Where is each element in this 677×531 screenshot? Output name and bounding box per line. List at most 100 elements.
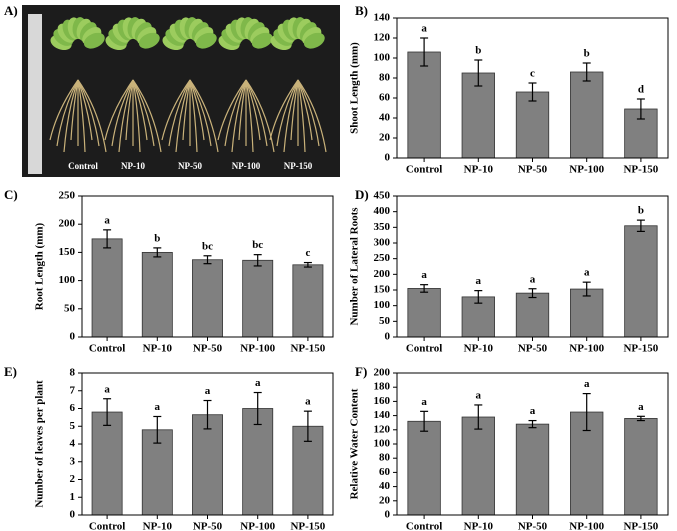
root [276, 79, 299, 147]
bar [407, 51, 441, 159]
significance-letter: a [476, 389, 482, 401]
root [283, 79, 299, 153]
x-tick-label: Control [89, 343, 125, 355]
bar [407, 420, 441, 516]
root [238, 79, 247, 141]
root [70, 79, 79, 141]
significance-letter: a [421, 23, 427, 35]
y-tick-label: 40 [379, 480, 391, 492]
root [56, 79, 79, 147]
y-tick-label: 50 [64, 302, 76, 314]
root [182, 79, 191, 141]
y-tick-label: 8 [70, 367, 76, 379]
x-tick-label: NP-150 [290, 521, 325, 531]
root [49, 79, 79, 141]
significance-letter: a [104, 214, 110, 226]
root [245, 79, 268, 147]
root [297, 79, 320, 147]
root [189, 79, 219, 153]
significance-letter: a [638, 401, 644, 413]
significance-letter: a [155, 401, 161, 413]
x-tick-label: Control [406, 164, 442, 176]
root [77, 79, 107, 153]
y-axis-title: Number of leaves per plant [34, 380, 46, 508]
y-tick-label: 180 [374, 381, 391, 393]
y-tick-label: 200 [59, 218, 76, 230]
leaf [83, 32, 105, 49]
y-tick-label: 140 [374, 409, 391, 421]
x-tick-label: NP-100 [240, 521, 275, 531]
root [104, 79, 134, 141]
y-tick-label: 0 [385, 509, 391, 521]
y-tick-label: 0 [385, 331, 391, 343]
y-axis-title: Number of Lateral Roots [349, 207, 361, 326]
x-tick-label: NP-50 [518, 343, 548, 355]
root [297, 79, 327, 153]
y-tick-label: 60 [379, 466, 391, 478]
leaf [138, 32, 160, 49]
root [77, 79, 100, 147]
significance-letter: a [205, 385, 211, 397]
y-axis-title: Relative Water Content [349, 388, 361, 499]
y-tick-label: 150 [59, 246, 76, 258]
y-tick-label: 160 [374, 395, 391, 407]
significance-letter: bc [252, 239, 263, 251]
root [132, 79, 141, 153]
root [217, 79, 247, 141]
y-tick-label: 100 [374, 52, 391, 64]
y-axis-title: Shoot Length (mm) [349, 42, 361, 134]
root [132, 79, 155, 147]
bar [192, 414, 223, 516]
y-tick-label: 120 [374, 423, 391, 435]
bar [242, 408, 274, 516]
y-tick-label: 3 [70, 455, 76, 467]
y-axis-title: Root Length (mm) [34, 222, 46, 310]
x-tick-label: NP-150 [623, 521, 658, 531]
bar [461, 416, 495, 516]
root [245, 79, 275, 153]
y-tick-label: 0 [385, 152, 391, 164]
root [231, 79, 247, 153]
root [189, 79, 212, 147]
panel-label: E) [4, 364, 17, 379]
root [297, 79, 313, 141]
y-tick-label: 20 [379, 494, 391, 506]
panel-label: A) [4, 3, 18, 18]
y-tick-label: 250 [59, 190, 76, 202]
y-tick-label: 200 [374, 367, 391, 379]
bar [515, 423, 550, 516]
x-tick-label: NP-50 [193, 343, 223, 355]
leaf [251, 32, 273, 49]
significance-letter: a [530, 273, 536, 285]
bar [242, 259, 274, 338]
leaf [195, 32, 217, 49]
y-tick-label: 100 [59, 274, 76, 286]
root [168, 79, 191, 147]
x-tick-label: NP-10 [464, 164, 494, 176]
significance-letter: a [255, 377, 261, 389]
plot-frame [396, 372, 669, 516]
photo-label: NP-10 [121, 161, 145, 171]
y-tick-label: 400 [374, 205, 391, 217]
y-tick-label: 150 [374, 284, 391, 296]
bar [91, 238, 123, 338]
panel-label: C) [4, 187, 18, 202]
x-tick-label: NP-10 [143, 521, 173, 531]
root [175, 79, 191, 153]
root [269, 79, 299, 141]
photo-label: NP-50 [178, 161, 202, 171]
significance-letter: bc [202, 240, 213, 252]
x-tick-label: NP-100 [569, 164, 604, 176]
significance-letter: b [154, 232, 160, 244]
x-tick-label: NP-50 [518, 521, 548, 531]
y-tick-label: 300 [374, 237, 391, 249]
root [189, 79, 205, 141]
root [63, 79, 79, 153]
x-tick-label: NP-10 [464, 343, 494, 355]
y-tick-label: 60 [379, 92, 391, 104]
root [132, 79, 148, 141]
plot-frame [396, 195, 669, 338]
root [118, 79, 134, 153]
y-tick-label: 1 [70, 491, 76, 503]
y-tick-label: 200 [374, 268, 391, 280]
